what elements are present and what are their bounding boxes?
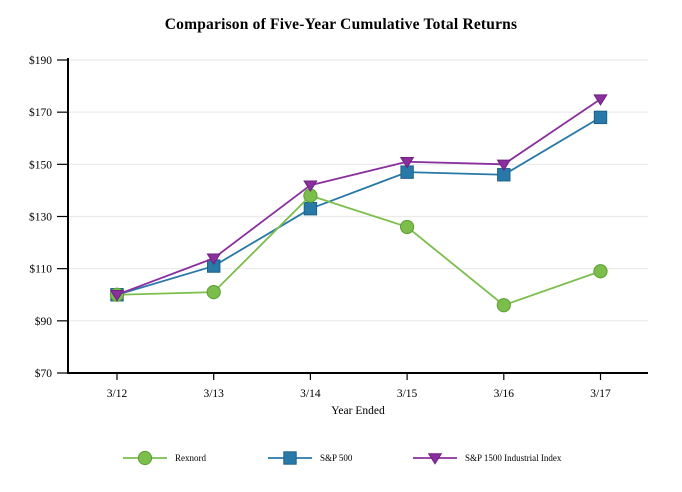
x-tick-label: 3/14 xyxy=(300,388,321,400)
x-tick-label: 3/15 xyxy=(397,388,418,400)
legend-label-rexnord: Rexnord xyxy=(175,453,206,463)
x-tick-label: 3/17 xyxy=(590,388,611,400)
y-tick-label: $110 xyxy=(29,263,52,276)
marker-s-p-1500-industrial-index xyxy=(303,180,318,192)
legend-square-icon xyxy=(268,451,312,465)
marker-s-p-1500-industrial-index xyxy=(399,157,415,169)
marker-rexnord xyxy=(496,298,511,313)
legend-item-s-p-500: S&P 500 xyxy=(268,448,352,468)
legend-circle-icon xyxy=(123,450,167,466)
y-tick-label: $190 xyxy=(29,54,52,67)
legend-item-rexnord: Rexnord xyxy=(123,448,206,468)
legend-triangle-down-icon xyxy=(413,453,457,465)
marker-s-p-1500-industrial-index xyxy=(593,94,608,106)
x-tick-label: 3/16 xyxy=(494,388,515,400)
chart-title: Comparison of Five-Year Cumulative Total… xyxy=(164,16,518,33)
marker-rexnord xyxy=(400,219,415,235)
y-tick-label: $170 xyxy=(29,106,52,119)
marker-s-p-1500-industrial-index xyxy=(496,159,512,172)
marker-s-p-1500-industrial-index xyxy=(109,290,125,302)
marker-s-p-500 xyxy=(593,110,608,125)
legend-label-s-p-1500-industrial-index: S&P 1500 Industrial Index xyxy=(465,453,562,463)
y-tick-label: $90 xyxy=(35,315,53,328)
line-chart-plot: $70 $90 $110 $130 $150 $170 $190 3/12 3/13 3/14 3/… xyxy=(29,54,648,400)
y-tick-label: $70 xyxy=(35,367,53,380)
x-tick-label: 3/13 xyxy=(203,388,224,400)
marker-rexnord xyxy=(593,264,608,279)
y-tick-label: $130 xyxy=(29,211,52,224)
x-axis-title: Year Ended xyxy=(331,405,385,417)
legend-marker-s-p-1500-industrial-index xyxy=(427,453,443,465)
series-line-s-p-1500-industrial-index xyxy=(116,98,602,296)
legend-item-s-p-1500-industrial-index: S&P 1500 Industrial Index xyxy=(413,448,561,468)
legend-marker-s-p-500 xyxy=(283,451,297,465)
marker-s-p-1500-industrial-index xyxy=(206,253,221,265)
y-tick-label: $150 xyxy=(29,158,52,171)
x-tick-label: 3/12 xyxy=(107,388,128,400)
marker-rexnord xyxy=(206,285,221,300)
marker-s-p-500 xyxy=(303,201,318,216)
legend-label-s-p-500: S&P 500 xyxy=(320,453,353,463)
legend: Rexnord S&P 500 S&P 1500 Industrial Index xyxy=(0,448,682,470)
legend-marker-rexnord xyxy=(137,450,153,466)
series-line-s-p-500 xyxy=(116,116,602,296)
series-line-rexnord xyxy=(116,194,602,307)
